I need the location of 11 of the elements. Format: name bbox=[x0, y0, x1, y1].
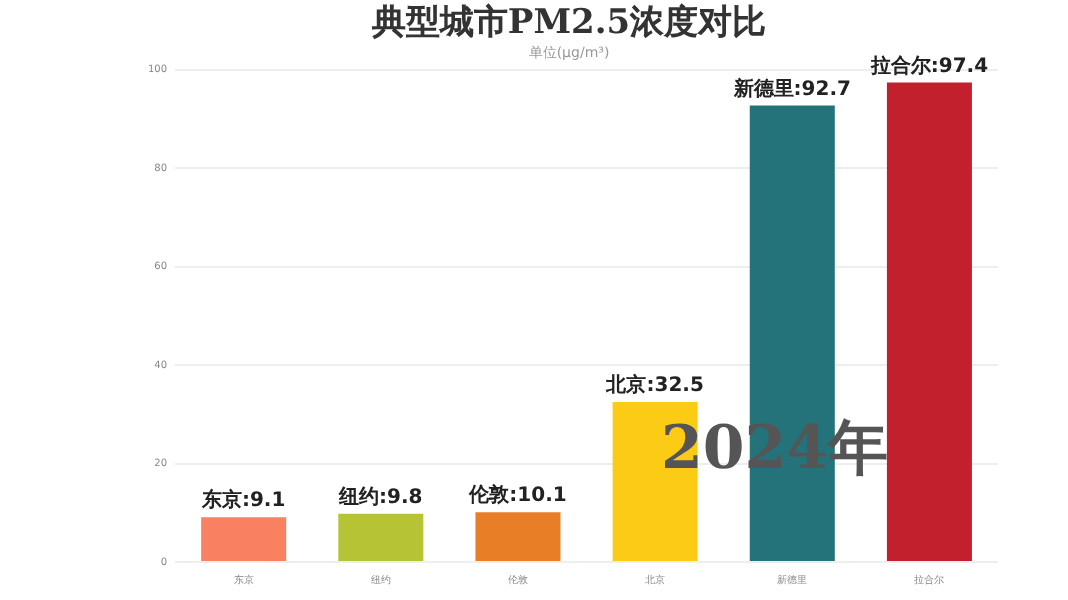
chart-title: 典型城市PM2.5浓度对比 bbox=[369, 3, 767, 44]
bar bbox=[475, 512, 561, 561]
data-label: 纽约:9.8 bbox=[337, 484, 423, 509]
data-label: 新德里:92.7 bbox=[731, 76, 852, 101]
data-label: 伦敦:10.1 bbox=[467, 483, 567, 508]
data-label: 北京:32.5 bbox=[604, 373, 704, 398]
bar bbox=[201, 517, 287, 561]
bar bbox=[338, 513, 424, 561]
data-label: 拉合尔:97.4 bbox=[868, 53, 989, 78]
data-label: 东京:9.1 bbox=[199, 488, 286, 513]
bar bbox=[886, 82, 972, 561]
